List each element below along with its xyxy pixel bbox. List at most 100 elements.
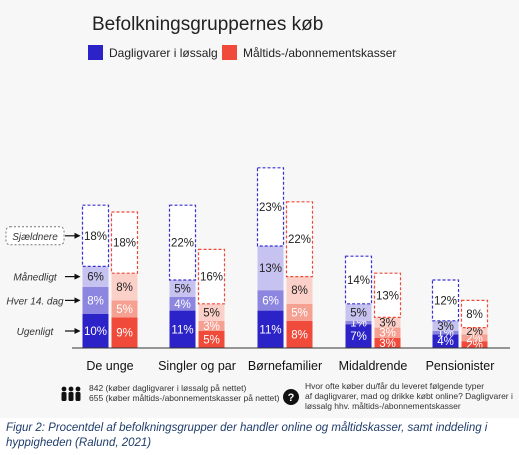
category-labels: De unge Singler og par Børnefamilier Midald… xyxy=(86,359,494,373)
figure-caption: Figur 2: Procentdel af befolkningsgruppe… xyxy=(6,422,488,449)
data-label: 4% xyxy=(437,336,454,348)
bar-de-unge-dagligvarer-m-nedligt xyxy=(82,266,109,287)
bar-pensionister-maltid-sj-ldnere xyxy=(460,299,489,329)
category-label-singler-og-par: Singler og par xyxy=(158,359,236,373)
svg-text:Sjældnere: Sjældnere xyxy=(12,232,58,243)
data-label: 18% xyxy=(113,238,136,250)
data-label: 3% xyxy=(437,321,454,333)
bar-de-unge-dagligvarer-ugenligt xyxy=(82,314,109,348)
bar-de-unge-maltid-hver-14-dag xyxy=(111,300,138,318)
data-label: 3% xyxy=(203,321,220,333)
data-label: 5% xyxy=(174,284,191,296)
svg-text:?: ? xyxy=(288,392,295,404)
chart: Befolkningsgruppernes køb Dagligvarer i … xyxy=(5,14,513,411)
chart-title: Befolkningsgruppernes køb xyxy=(92,14,323,35)
bar-b-rnefamilier-maltid-ugenligt xyxy=(286,320,313,348)
bar-de-unge-dagligvarer-hver-14-dag xyxy=(82,286,109,314)
data-label: 5% xyxy=(350,307,367,319)
data-label: 23% xyxy=(259,202,282,214)
svg-text:Månedligt: Månedligt xyxy=(13,272,58,284)
data-label: 6% xyxy=(262,295,279,307)
bar-midaldrende-dagligvarer-sj-ldnere xyxy=(344,255,373,305)
data-label: 6% xyxy=(87,272,104,284)
bar-pensionister-maltid-ugenligt xyxy=(461,341,488,348)
category-label-midaldrende: Midaldrende xyxy=(339,359,408,373)
data-label: 5% xyxy=(203,335,220,347)
svg-text:Hver 14. dag: Hver 14. dag xyxy=(6,296,64,307)
bar-singler-og-par-dagligvarer-hver-14-dag xyxy=(169,297,196,311)
frequency-label-ugenligt: Ugenligt xyxy=(17,327,81,338)
data-label: 8% xyxy=(87,295,104,307)
data-label: 8% xyxy=(291,285,308,297)
bar-de-unge-maltid-ugenligt xyxy=(111,317,138,348)
data-label: 3% xyxy=(379,328,396,340)
data-label: 2% xyxy=(466,326,483,338)
category-label-de-unge: De unge xyxy=(86,359,133,373)
frequency-label-m-nedligt: Månedligt xyxy=(13,272,81,284)
data-label: 11% xyxy=(259,324,281,336)
data-label: 7% xyxy=(350,331,367,343)
legend-swatch-maltid xyxy=(222,45,237,60)
data-label: 2% xyxy=(466,333,483,345)
legend-label-maltid: Måltids-/abonnementskasser xyxy=(243,46,396,60)
bar-b-rnefamilier-dagligvarer-sj-ldnere xyxy=(256,167,285,247)
bar-singler-og-par-maltid-sj-ldnere xyxy=(197,248,226,305)
bar-singler-og-par-dagligvarer-sj-ldnere xyxy=(168,204,197,281)
bar-singler-og-par-dagligvarer-ugenligt xyxy=(169,310,196,348)
bar-de-unge-dagligvarer-sj-ldnere xyxy=(81,204,110,267)
data-label: 13% xyxy=(259,263,282,275)
footer-left-text: 842 (køber dagligvarer i løssalg på nett… xyxy=(89,383,280,403)
data-label: 12% xyxy=(434,295,457,307)
data-label: 10% xyxy=(84,326,107,338)
legend-swatch-dagligvarer xyxy=(88,45,103,60)
data-label: 5% xyxy=(203,307,220,319)
data-label: 2% xyxy=(466,340,483,352)
bar-pensionister-dagligvarer-m-nedligt xyxy=(432,320,459,331)
bar-b-rnefamilier-dagligvarer-m-nedligt xyxy=(257,246,284,291)
bar-midaldrende-maltid-sj-ldnere xyxy=(373,272,402,319)
legend-label-dagligvarer: Dagligvarer i løssalg xyxy=(109,46,218,60)
bar-midaldrende-maltid-hver-14-dag xyxy=(374,327,401,338)
data-label: 22% xyxy=(171,238,194,250)
question-icon: ? xyxy=(283,389,299,405)
bar-pensionister-maltid-m-nedligt xyxy=(461,327,488,335)
bar-b-rnefamilier-dagligvarer-hver-14-dag xyxy=(257,290,284,311)
bar-de-unge-maltid-sj-ldnere xyxy=(110,211,139,274)
bar-midaldrende-maltid-ugenligt xyxy=(374,337,401,348)
data-label: 5% xyxy=(116,304,133,316)
data-label: 16% xyxy=(200,272,223,284)
bar-pensionister-dagligvarer-sj-ldnere xyxy=(431,279,460,322)
data-label: 8% xyxy=(116,282,133,294)
frequency-label-hver-14-dag: Hver 14. dag xyxy=(6,296,81,307)
frequency-label-sj-ldnere: Sjældnere xyxy=(5,226,81,246)
bar-pensionister-dagligvarer-hver-14-dag xyxy=(432,331,459,335)
bar-singler-og-par-maltid-hver-14-dag xyxy=(198,320,225,331)
category-label-b-rnefamilier: Børnefamilier xyxy=(248,359,322,373)
bar-singler-og-par-maltid-m-nedligt xyxy=(198,303,225,321)
bar-b-rnefamilier-dagligvarer-ugenligt xyxy=(257,310,284,348)
bar-pensionister-maltid-hver-14-dag xyxy=(461,334,488,342)
data-label: 5% xyxy=(291,307,308,319)
data-label: 22% xyxy=(288,234,311,246)
data-label: 11% xyxy=(171,324,193,336)
bar-b-rnefamilier-maltid-hver-14-dag xyxy=(286,303,313,321)
bar-singler-og-par-maltid-ugenligt xyxy=(198,331,225,348)
data-label: 18% xyxy=(84,231,107,243)
data-label: 13% xyxy=(376,290,399,302)
bar-b-rnefamilier-maltid-m-nedligt xyxy=(286,276,313,304)
data-label: 14% xyxy=(347,275,370,287)
data-label: 3% xyxy=(379,338,396,350)
bar-midaldrende-dagligvarer-m-nedligt xyxy=(345,303,372,321)
bar-pensionister-dagligvarer-ugenligt xyxy=(432,334,459,348)
bar-de-unge-maltid-m-nedligt xyxy=(111,273,138,301)
data-label: 8% xyxy=(291,329,308,341)
category-label-pensionister: Pensionister xyxy=(426,359,495,373)
data-label: 4% xyxy=(174,299,191,311)
data-label: 8% xyxy=(466,309,483,321)
bar-midaldrende-dagligvarer-hver-14-dag xyxy=(345,320,372,325)
people-icon xyxy=(61,386,81,401)
frequency-labels: Ugenligt Hver 14. dag Månedligt Sjældnere xyxy=(5,226,81,338)
bar-area: 10% 8% 6% 18% 9% 5% 8% 18% 11% 4% 5% 22% 5% 3% 5% 16% 11… xyxy=(81,167,489,352)
data-label: 9% xyxy=(116,328,133,340)
svg-text:Ugenligt: Ugenligt xyxy=(17,327,55,338)
